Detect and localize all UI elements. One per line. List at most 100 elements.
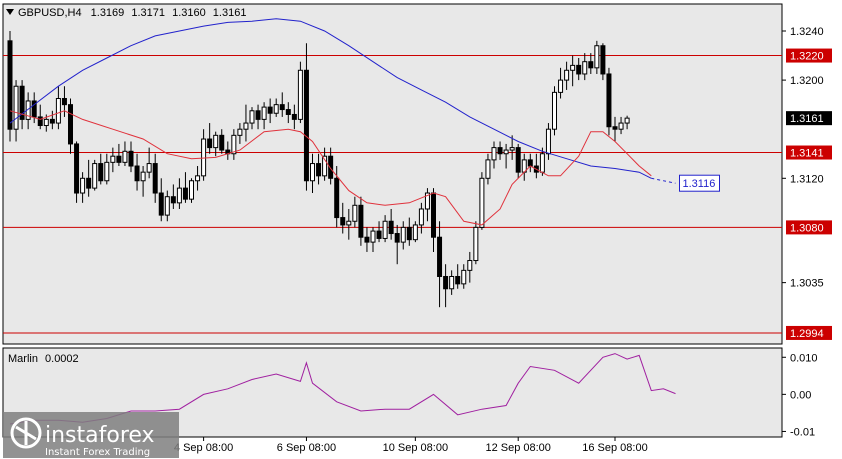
indicator-title: Marlin 0.0002 [8,353,79,365]
bear-candle [116,155,122,163]
bear-candle [576,64,582,75]
bull-candle [189,180,194,200]
watermark-brand: instaforex [45,423,155,448]
instaforex-logo-icon [10,417,42,449]
fast-moving-average [9,110,652,226]
bull-candle [261,106,267,120]
bull-candle [558,79,564,93]
bull-candle [424,192,430,210]
time-tick-label: 10 Sep 08:00 [383,442,448,454]
bear-candle [255,110,261,120]
bull-candle [104,161,110,182]
bull-candle [461,269,467,285]
bull-candle [243,122,249,130]
ma-slow-label: 1.3116 [683,178,716,190]
bear-candle [68,104,73,145]
bull-candle [273,104,279,114]
bull-candle [473,226,479,262]
bear-candle [291,113,297,120]
time-tick-label: 16 Sep 08:00 [582,442,647,454]
bull-candle [449,275,455,290]
bear-candle [340,217,346,226]
bear-candle [152,163,158,194]
bear-candle [431,192,436,238]
bear-candle [588,61,594,69]
bull-candle [564,69,570,81]
bull-candle [310,163,315,182]
bull-candle [249,110,255,124]
level-label: 1.3141 [790,148,824,160]
indicator-axis: 0.010 0.00 -0.01 [782,352,818,438]
bull-candle [346,220,352,226]
bull-candle [618,122,624,130]
bull-candle [164,196,170,216]
level-label-box [786,48,832,63]
bull-candle [43,118,49,127]
bear-candle [182,187,188,200]
bull-candle [140,171,146,182]
collapse-triangle-icon[interactable] [6,9,14,15]
price-tick-label: 1.3035 [790,278,824,290]
bull-candle [297,69,303,120]
bear-candle [334,177,340,219]
bear-candle [316,163,322,177]
bear-candle [19,85,25,120]
time-axis: 4 Sep 08:00 6 Sep 08:00 10 Sep 08:00 12 Sep… [174,437,648,454]
level-label-box [786,145,832,160]
bear-candle [37,116,43,127]
bear-candle [158,192,164,216]
level-label-box [786,325,832,340]
bull-candle [594,45,600,69]
bull-candle [195,175,201,182]
bull-candle [570,64,576,71]
slow-moving-average-projection [651,177,676,184]
bear-candle [328,155,334,179]
bull-candle [176,187,182,204]
bear-candle [612,126,618,130]
price-tick-label: 1.3120 [790,173,824,185]
bull-candle [624,117,630,124]
bull-candle [545,128,551,155]
bear-candle [364,236,370,243]
time-tick-label: 6 Sep 08:00 [277,442,336,454]
watermark-tagline: Instant Forex Trading [45,447,150,458]
bear-candle [49,118,55,124]
bear-candle [388,220,394,235]
bear-candle [443,275,449,290]
bull-candle [382,220,388,239]
price-tick-label: 1.3240 [790,26,824,38]
bear-candle [279,104,285,111]
bull-candle [491,147,497,161]
level-label: 1.3220 [790,51,824,63]
price-tick-label: 1.3200 [790,75,824,87]
bull-candle [485,159,491,179]
indicator-tick-label: 0.00 [790,389,811,401]
bull-candle [418,208,424,226]
bull-candle [80,177,86,194]
bear-candle [267,106,273,114]
bull-candle [110,155,116,163]
instaforex-watermark: instaforex Instant Forex Trading [3,412,179,458]
bull-candle [479,177,485,228]
bull-candle [552,91,557,130]
bear-candle [128,150,134,167]
bear-candle [74,143,80,194]
bull-candle [370,230,376,243]
bear-candle [358,204,364,238]
level-label: 1.2994 [790,328,824,340]
bear-candle [207,138,213,149]
bear-candle [455,275,461,285]
current-price-box [786,111,832,126]
bull-candle [201,138,207,177]
price-axis: 1.3220 1.3141 1.3080 1.2994 1.3240 1.3200 1.31… [679,26,832,340]
bull-candle [13,85,19,130]
time-tick-label: 12 Sep 08:00 [485,442,550,454]
bear-candle [394,233,400,243]
bear-candle [515,147,521,173]
bull-candle [237,128,243,136]
bull-candle [122,150,128,163]
symbol-title: GBPUSD,H4 1.3169 1.3171 1.3160 1.3161 [18,7,246,19]
bull-candle [231,134,237,155]
bear-candle [170,196,176,204]
